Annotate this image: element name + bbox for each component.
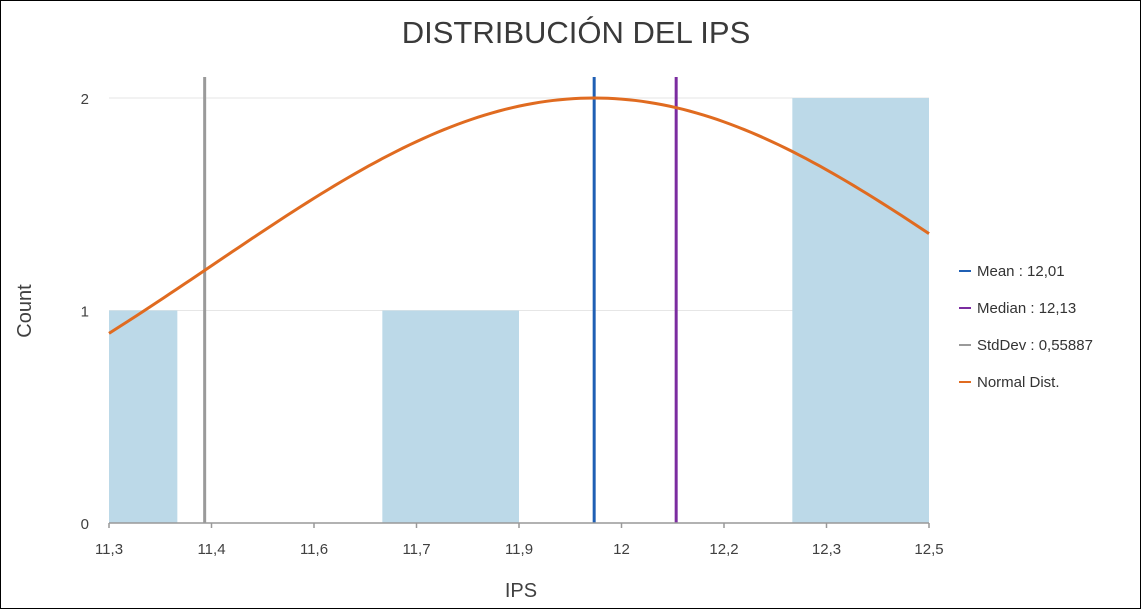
y-tick-labels: 0 1 2 xyxy=(81,91,89,533)
legend-label: Mean : 12,01 xyxy=(977,263,1065,280)
legend-label: StdDev : 0,55887 xyxy=(977,337,1093,354)
x-tick-label: 11,4 xyxy=(197,541,225,558)
x-tick-label: 12,5 xyxy=(914,541,943,558)
legend-label: Median : 12,13 xyxy=(977,300,1076,317)
x-tick-labels: 11,3 11,4 11,6 11,7 11,9 12 12,2 12,3 12,5 xyxy=(95,523,944,558)
y-tick-label: 0 xyxy=(81,516,89,533)
x-tick-label: 12 xyxy=(613,541,630,558)
histogram-bars xyxy=(109,98,929,523)
chart-title: DISTRIBUCIÓN DEL IPS xyxy=(402,15,751,50)
x-tick-label: 11,3 xyxy=(95,541,123,558)
histogram-bar xyxy=(382,310,519,523)
x-tick-label: 11,9 xyxy=(505,541,533,558)
x-tick-label: 12,3 xyxy=(812,541,841,558)
legend-label: Normal Dist. xyxy=(977,374,1060,391)
y-axis-title: Count xyxy=(14,284,36,338)
normal-distribution-curve xyxy=(108,96,930,335)
y-tick-label: 1 xyxy=(81,304,89,321)
legend: Mean : 12,01 Median : 12,13 StdDev : 0,558… xyxy=(959,263,1093,391)
x-tick-label: 11,7 xyxy=(402,541,430,558)
x-tick-label: 11,6 xyxy=(300,541,328,558)
reference-lines xyxy=(203,77,678,523)
histogram-bar xyxy=(109,310,178,523)
x-tick-label: 12,2 xyxy=(709,541,738,558)
x-axis-title: IPS xyxy=(505,580,537,602)
histogram-bar xyxy=(792,98,929,523)
y-tick-label: 2 xyxy=(81,91,89,108)
